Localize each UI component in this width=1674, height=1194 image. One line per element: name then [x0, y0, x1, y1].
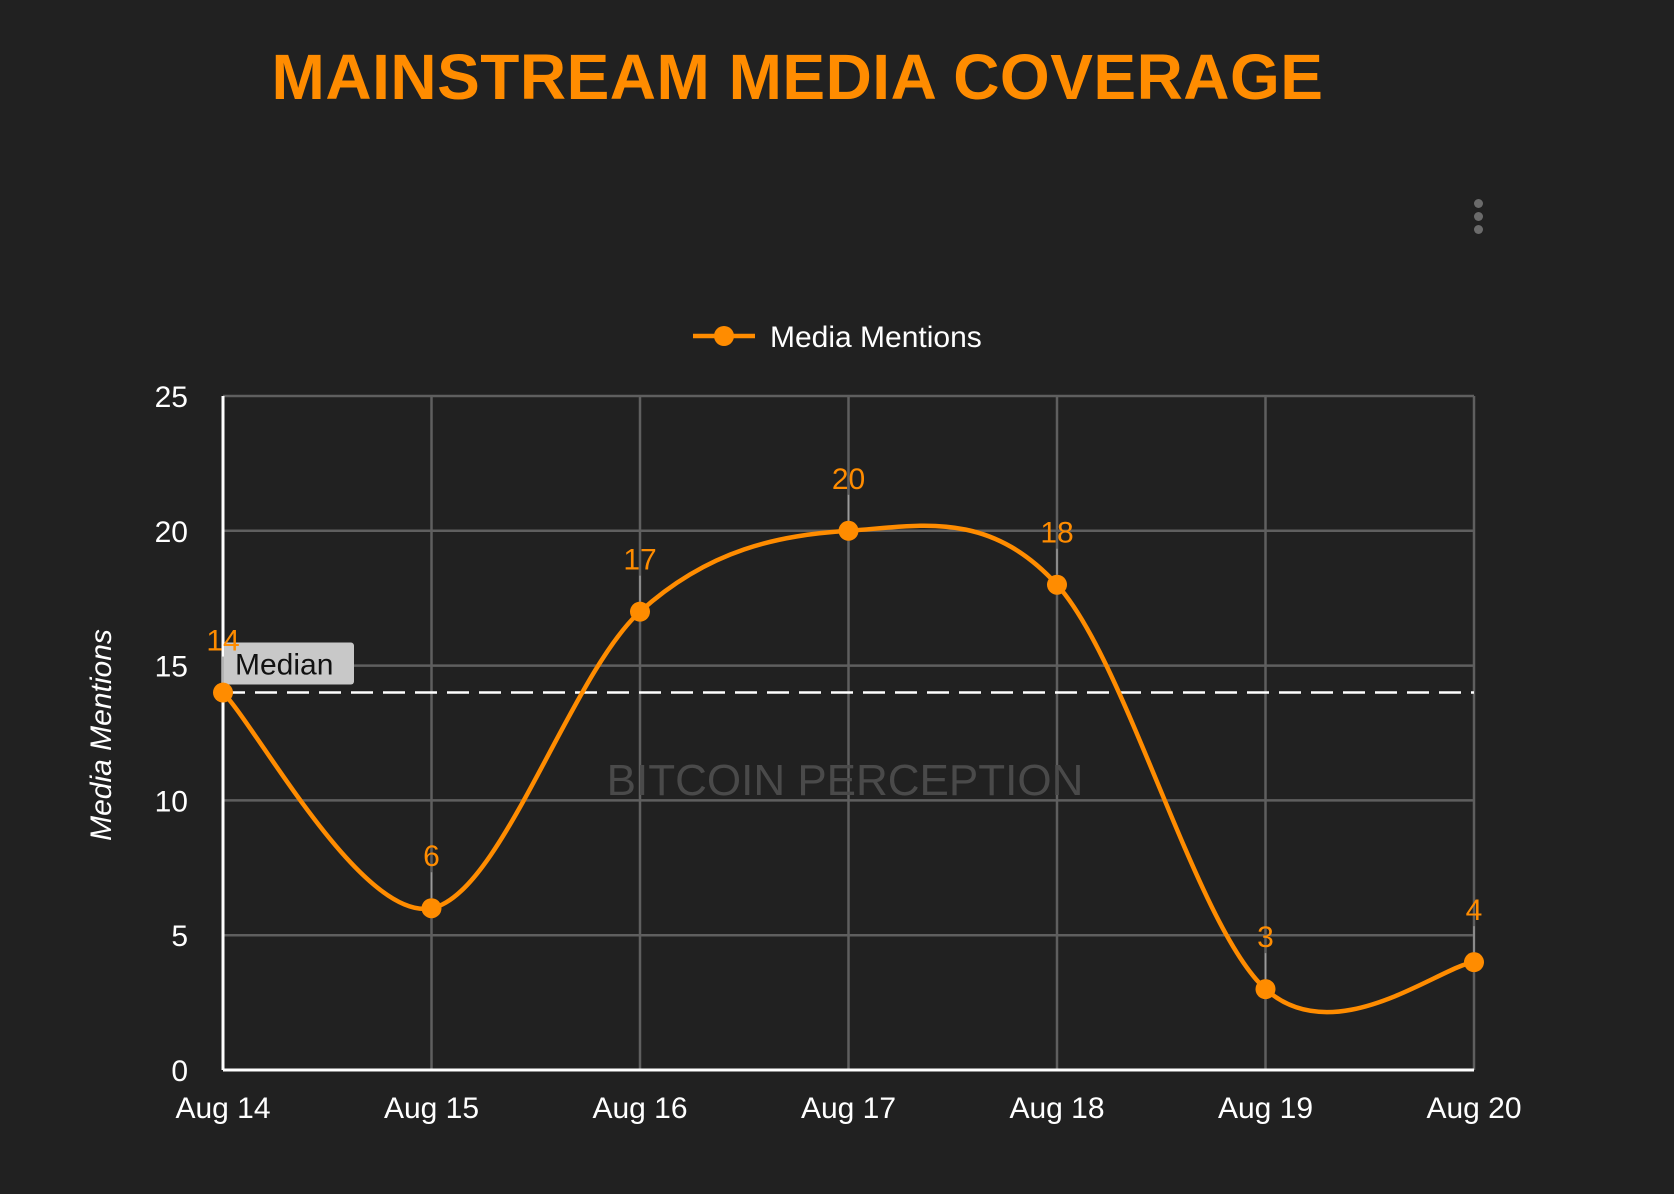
more-vert-icon[interactable]	[1466, 196, 1490, 244]
legend-label: Media Mentions	[770, 321, 982, 354]
y-tick-label: 25	[155, 381, 188, 414]
watermark: BITCOIN PERCEPTION	[607, 756, 1084, 805]
data-label: 14	[206, 625, 239, 658]
median-label: Median	[235, 649, 333, 682]
menu-dot	[1473, 199, 1483, 208]
median-label-box	[224, 642, 354, 685]
data-label: 18	[1040, 517, 1073, 550]
data-point[interactable]	[838, 520, 859, 541]
data-point[interactable]	[630, 601, 650, 622]
data-point[interactable]	[421, 898, 442, 919]
data-point[interactable]	[213, 682, 233, 703]
data-label: 17	[623, 544, 656, 577]
data-labels: 14 6 17 20 18 3 4	[206, 463, 1483, 980]
y-tick-label: 0	[171, 1055, 188, 1088]
x-tick-label: Aug 20	[1426, 1092, 1521, 1125]
menu-dot	[1473, 225, 1483, 234]
x-tick-label: Aug 14	[175, 1092, 270, 1125]
y-tick-label: 20	[155, 516, 188, 549]
y-tick-label: 5	[171, 920, 188, 953]
legend[interactable]: Media Mentions	[693, 321, 982, 354]
legend-marker	[714, 326, 734, 346]
x-tick-label: Aug 16	[592, 1092, 687, 1125]
data-label: 20	[832, 463, 865, 496]
axes: 0 5 10 15 20 25 Aug 14 Aug 15 Aug 16 Aug 17 Aug 18…	[155, 381, 1522, 1125]
y-tick-label: 10	[155, 785, 188, 818]
x-tick-label: Aug 17	[801, 1092, 896, 1125]
x-tick-label: Aug 15	[384, 1092, 479, 1125]
menu-dot	[1473, 212, 1483, 221]
y-tick-label: 15	[155, 651, 188, 684]
series-media-mentions	[213, 520, 1484, 1015]
x-tick-label: Aug 19	[1218, 1092, 1313, 1125]
y-axis-label: Media Mentions	[85, 629, 118, 841]
x-tick-label: Aug 18	[1009, 1092, 1104, 1125]
median-reference: Median	[223, 642, 1474, 694]
data-label: 4	[1466, 894, 1483, 927]
data-label: 6	[423, 840, 440, 873]
data-point[interactable]	[1255, 979, 1276, 1000]
data-point[interactable]	[1464, 952, 1484, 973]
data-point[interactable]	[1047, 574, 1067, 595]
data-label: 3	[1257, 921, 1274, 954]
page-title: MAINSTREAM MEDIA COVERAGE	[271, 41, 1324, 113]
